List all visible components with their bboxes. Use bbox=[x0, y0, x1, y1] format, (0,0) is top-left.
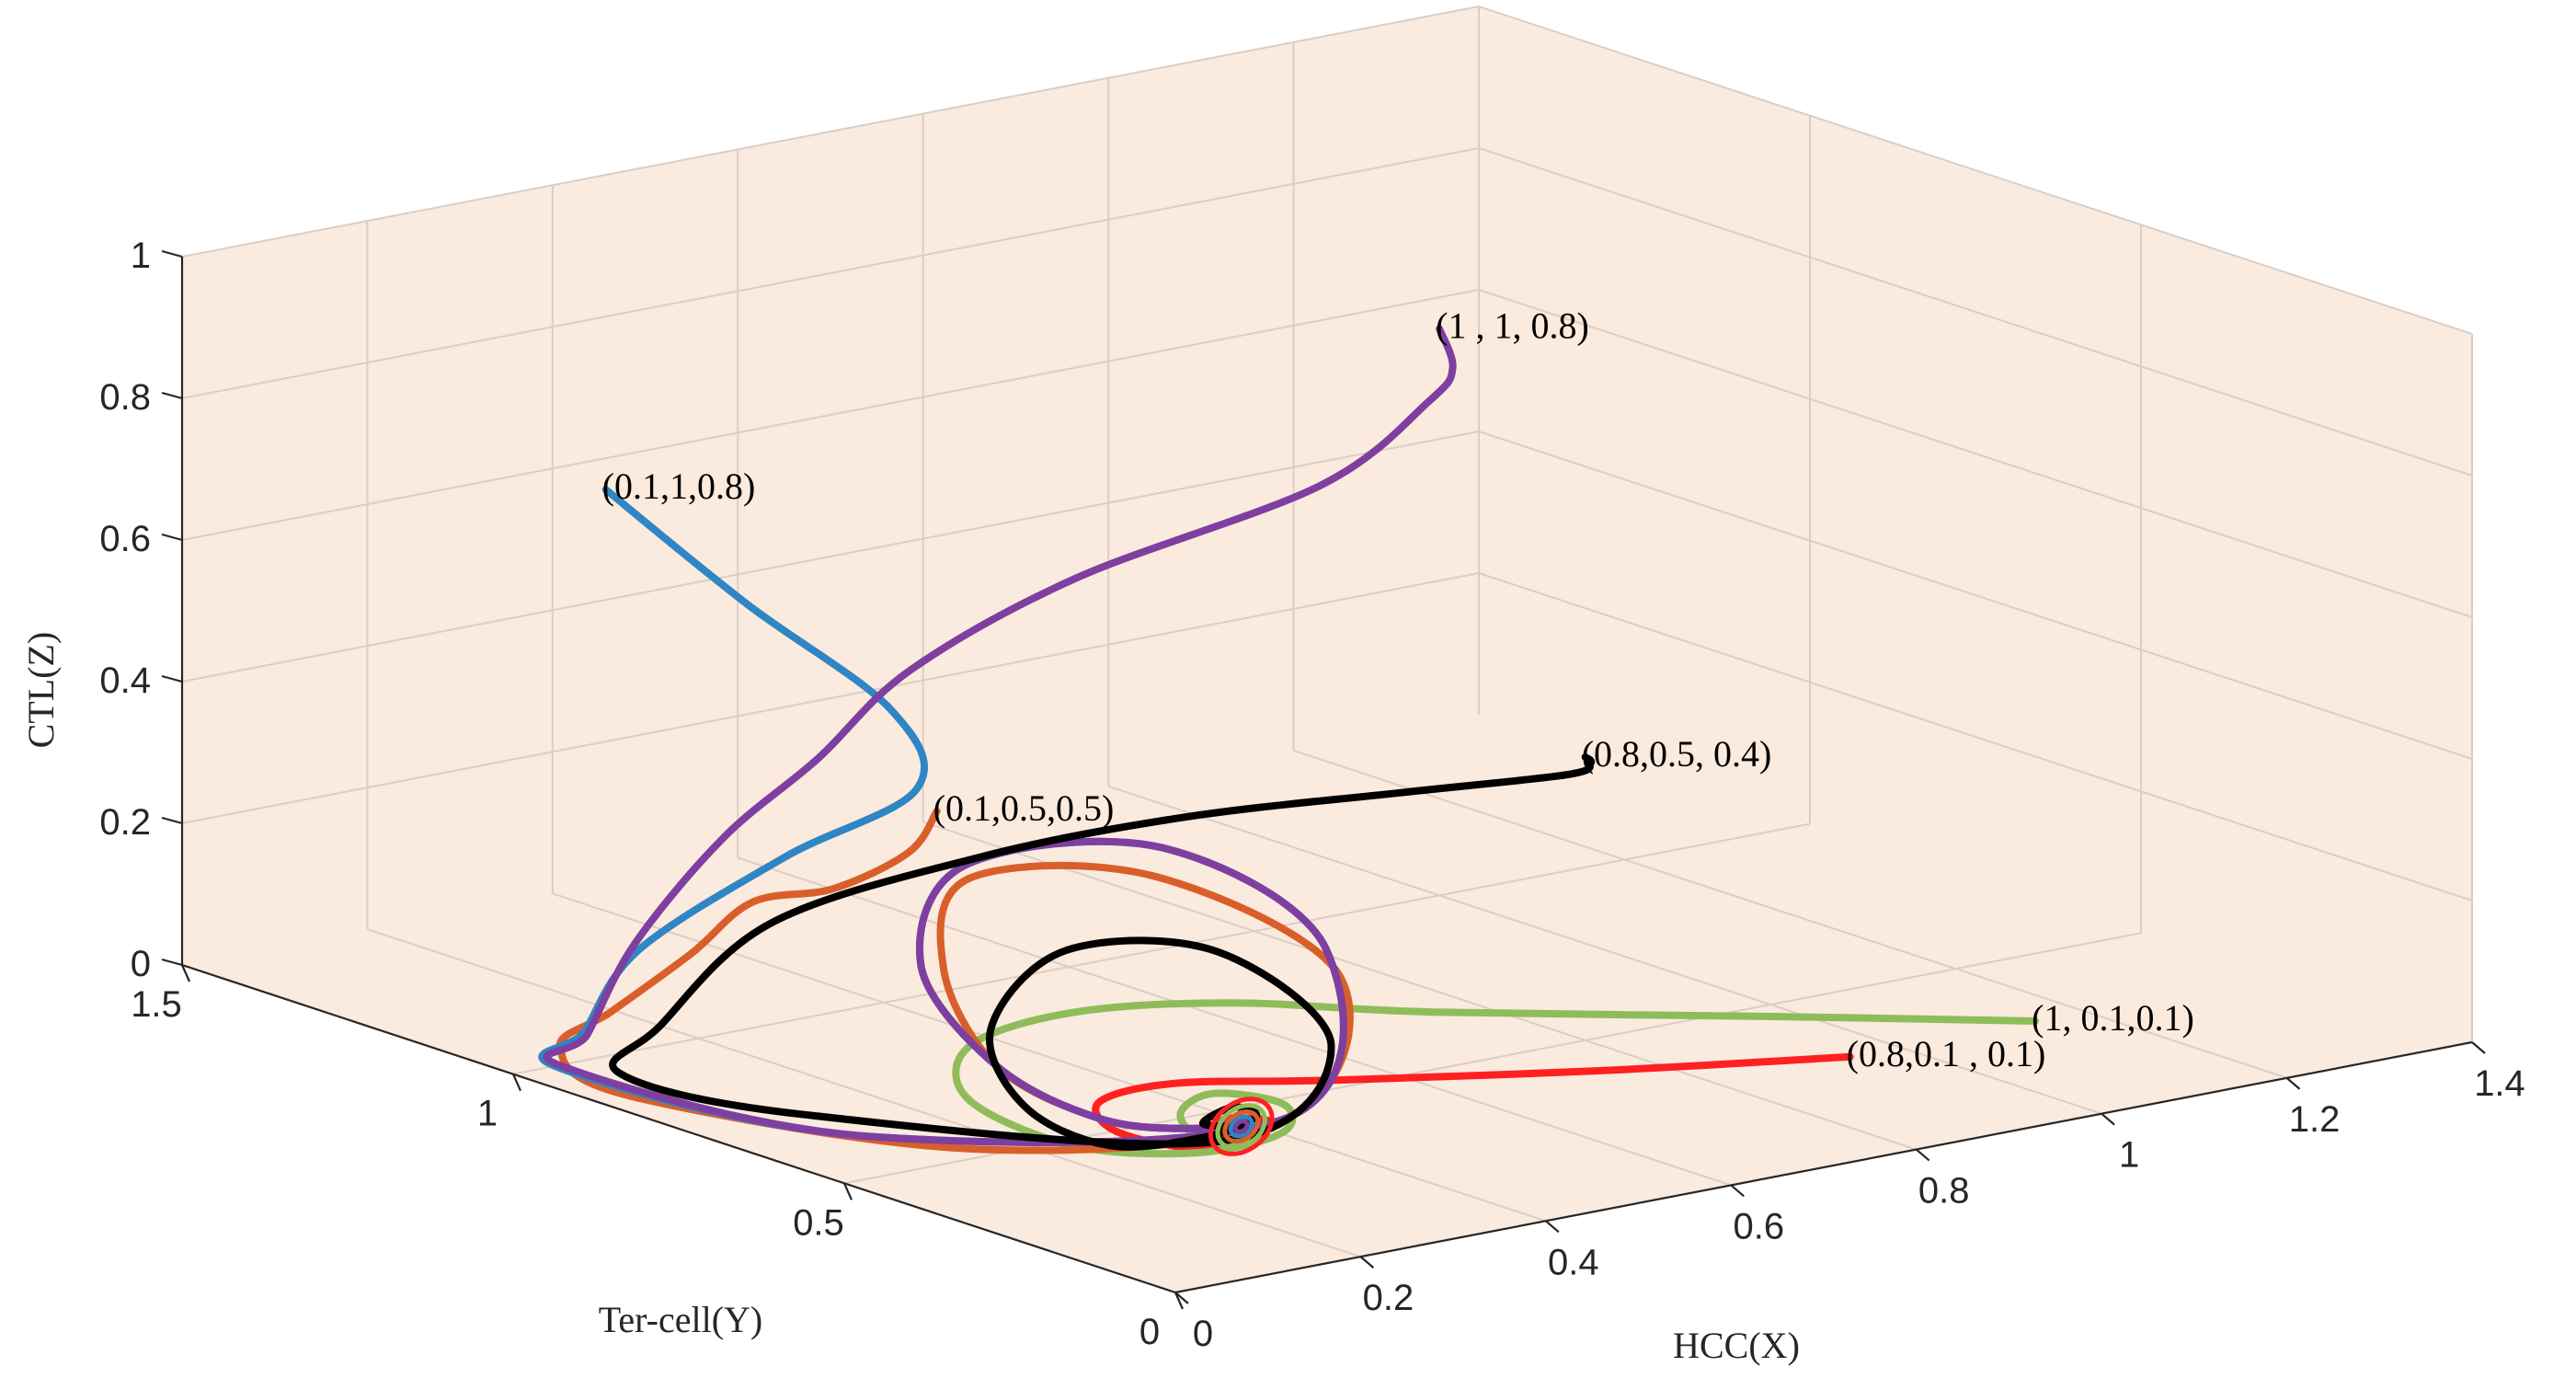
x-tick-label: 0.4 bbox=[1548, 1242, 1599, 1282]
x-tick-label: 0.6 bbox=[1733, 1206, 1784, 1246]
initial-point-label: (0.1,0.5,0.5) bbox=[933, 787, 1115, 829]
initial-point-labels: (1 , 1, 0.8) (0.1,1,0.8) (0.8,0.5, 0.4) (0.… bbox=[602, 304, 2194, 1074]
grid-line-x-floor bbox=[1107, 785, 2102, 1115]
x-tick-label: 0 bbox=[1193, 1314, 1213, 1354]
z-tick-mark bbox=[161, 533, 183, 542]
initial-point-label: (0.1,1,0.8) bbox=[602, 465, 756, 507]
y-tick-label: 0.5 bbox=[793, 1202, 844, 1243]
z-tick-label: 0.6 bbox=[99, 519, 151, 559]
z-tick-label: 0.2 bbox=[99, 802, 151, 843]
grid-line-x-floor bbox=[1293, 749, 2287, 1079]
grid-line-z-side bbox=[1478, 431, 2473, 760]
grid-line-z-back bbox=[181, 431, 1480, 683]
grid-line-x-floor bbox=[367, 928, 1361, 1258]
box-edge-top-back bbox=[181, 6, 1480, 258]
y-tick-mark bbox=[180, 964, 191, 982]
grid-line-x-floor bbox=[922, 821, 1918, 1151]
grid-line-x-floor bbox=[737, 856, 1732, 1187]
initial-point-label: (1, 0.1,0.1) bbox=[2032, 997, 2194, 1039]
z-tick-label: 0.8 bbox=[99, 377, 151, 418]
z-tick-mark bbox=[161, 816, 183, 825]
z-tick-label: 0.4 bbox=[99, 660, 151, 701]
y-tick-label: 1.5 bbox=[131, 984, 182, 1025]
trajectory-series-5 bbox=[543, 325, 1457, 1146]
grid-line-x-floor bbox=[552, 892, 1547, 1223]
y-axis-line bbox=[181, 963, 1176, 1294]
initial-point-label: (0.8,0.1 , 0.1) bbox=[1847, 1033, 2046, 1074]
y-tick-mark bbox=[842, 1182, 853, 1200]
x-tick-label: 1.2 bbox=[2289, 1099, 2341, 1140]
y-axis-label: Ter-cell(Y) bbox=[599, 1299, 763, 1340]
x-tick-mark bbox=[2285, 1077, 2301, 1090]
equilibrium-spiral-ring bbox=[1215, 1103, 1267, 1151]
grid-line-z-back bbox=[181, 147, 1480, 399]
y-tick-label: 1 bbox=[477, 1094, 498, 1134]
x-tick-label: 0.2 bbox=[1363, 1278, 1414, 1318]
y-tick-label: 0 bbox=[1139, 1312, 1160, 1352]
z-tick-mark bbox=[161, 391, 183, 400]
equilibrium-spiral-ring bbox=[1222, 1109, 1261, 1144]
x-tick-mark bbox=[1174, 1292, 1189, 1304]
axes-grid bbox=[181, 6, 2473, 1258]
x-tick-label: 1.4 bbox=[2474, 1063, 2525, 1104]
z-tick-mark bbox=[161, 674, 183, 683]
grid-line-y-floor bbox=[512, 822, 1811, 1075]
x-tick-mark bbox=[2101, 1112, 2115, 1126]
z-tick-label: 1 bbox=[131, 235, 151, 276]
x-tick-mark bbox=[1359, 1256, 1375, 1269]
tick-labels: 00.20.40.60.811.21.400.511.500.20.40.60.… bbox=[99, 235, 2524, 1354]
initial-point-label: (1 , 1, 0.8) bbox=[1436, 304, 1589, 346]
initial-point-label: (0.8,0.5, 0.4) bbox=[1582, 733, 1772, 775]
equilibrium-spiral-ring bbox=[1232, 1119, 1250, 1134]
grid-line-z-side bbox=[1478, 572, 2473, 901]
x-tick-mark bbox=[1915, 1148, 1930, 1162]
x-axis-label: HCC(X) bbox=[1673, 1325, 1800, 1366]
equilibrium-spiral-ring bbox=[1228, 1114, 1254, 1139]
equilibrium-spiral-ring bbox=[1208, 1097, 1275, 1156]
z-tick-label: 0 bbox=[131, 944, 151, 984]
y-tick-mark bbox=[1174, 1292, 1185, 1310]
z-tick-mark bbox=[161, 249, 183, 258]
back-wall-pane bbox=[182, 6, 1479, 965]
x-tick-mark bbox=[1730, 1184, 1746, 1198]
x-tick-mark bbox=[2471, 1041, 2486, 1054]
grid-line-z-side bbox=[1478, 147, 2473, 477]
x-tick-mark bbox=[1545, 1220, 1560, 1234]
grid-line-z-back bbox=[181, 572, 1480, 824]
grid-line-z-back bbox=[181, 289, 1480, 541]
axes-edges bbox=[161, 249, 2486, 1310]
grid-line-z-side bbox=[1478, 289, 2473, 618]
z-tick-mark bbox=[161, 958, 183, 967]
x-tick-label: 1 bbox=[2119, 1135, 2139, 1176]
y-tick-mark bbox=[511, 1074, 522, 1092]
z-axis-label: CTL(Z) bbox=[20, 632, 62, 749]
side-wall-pane bbox=[1479, 6, 2472, 1042]
axes-panes bbox=[182, 6, 2472, 1292]
trajectory-series-6 bbox=[609, 752, 1596, 1151]
x-tick-label: 0.8 bbox=[1918, 1171, 1970, 1211]
x-axis-line bbox=[1174, 1040, 2473, 1294]
trajectories bbox=[538, 325, 2040, 1158]
box-edge-top-side bbox=[1478, 6, 2473, 335]
